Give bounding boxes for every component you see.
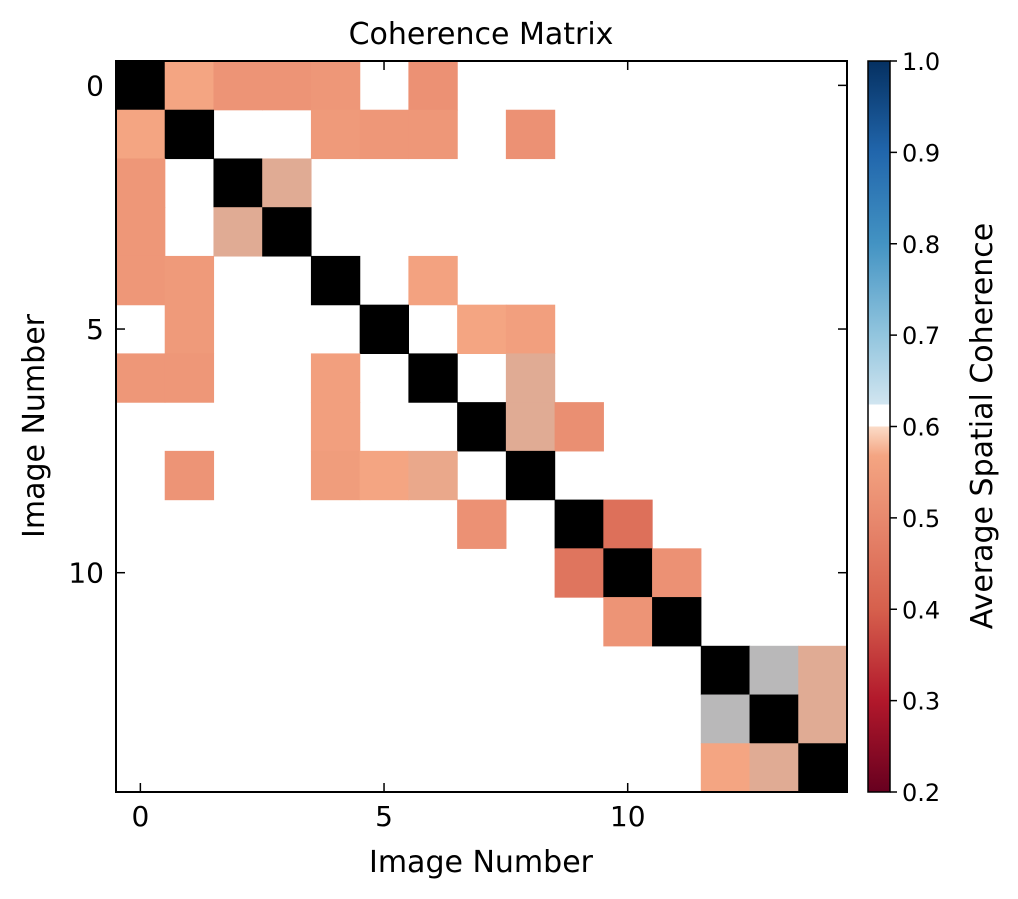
heatmap-cells — [116, 61, 848, 793]
heatmap-cell — [798, 645, 848, 696]
heatmap-cell — [116, 353, 166, 403]
diagonal-cell — [310, 255, 361, 306]
heatmap-cell — [408, 255, 458, 306]
colorbar-tick-label: 0.2 — [902, 779, 940, 807]
heatmap-cell — [700, 694, 751, 744]
x-tick-label: 10 — [610, 800, 646, 833]
heatmap-cell — [505, 353, 556, 403]
diagonal-cell — [457, 402, 507, 452]
heatmap-cell — [554, 548, 604, 598]
colorbar-tick-label: 0.4 — [902, 596, 940, 624]
chart-title: Coherence Matrix — [349, 17, 614, 52]
heatmap-cell — [749, 743, 799, 793]
colorbar-tick-label: 0.7 — [902, 322, 940, 350]
heatmap-cell — [798, 694, 848, 744]
heatmap-cell — [359, 109, 409, 160]
diagonal-cell — [652, 597, 702, 647]
heatmap-cell — [408, 450, 458, 501]
heatmap-cell — [116, 255, 166, 306]
heatmap-cell — [262, 61, 312, 111]
x-axis-ticks: 0 5 10 — [131, 61, 646, 833]
diagonal-cell — [408, 353, 458, 403]
x-tick-label: 0 — [131, 800, 149, 833]
heatmap-cell — [164, 304, 215, 354]
heatmap-cell — [213, 207, 263, 257]
heatmap-cell — [457, 304, 507, 354]
heatmap-cell — [310, 353, 361, 403]
colorbar-tick-label: 0.9 — [902, 139, 940, 167]
y-tick-label: 10 — [68, 557, 104, 590]
heatmap-cell — [164, 255, 215, 306]
heatmap-cell — [652, 548, 702, 598]
heatmap-cell — [164, 450, 215, 501]
diagonal-cell — [505, 450, 556, 501]
diagonal-cell — [749, 694, 799, 744]
diagonal-cell — [700, 645, 751, 696]
heatmap-cell — [408, 109, 458, 160]
diagonal-cell — [213, 158, 263, 208]
heatmap-cell — [457, 499, 507, 549]
heatmap-cell — [213, 61, 263, 111]
y-tick-label: 5 — [86, 313, 104, 346]
heatmap-cell — [603, 499, 653, 549]
colorbar — [867, 60, 891, 793]
heatmap-cell — [603, 597, 653, 647]
y-tick-label: 0 — [86, 69, 104, 102]
heatmap-cell — [505, 109, 556, 160]
diagonal-cell — [359, 304, 409, 354]
y-axis-ticks: 0 5 10 — [68, 69, 847, 590]
diagonal-cell — [603, 548, 653, 598]
colorbar-tick-label: 0.8 — [902, 231, 940, 259]
heatmap-cell — [700, 743, 751, 793]
x-tick-label: 5 — [375, 800, 393, 833]
heatmap-cell — [164, 61, 215, 111]
diagonal-cell — [262, 207, 312, 257]
heatmap-cell — [310, 109, 361, 160]
heatmap-cell — [505, 304, 556, 354]
heatmap-cell — [116, 158, 166, 208]
heatmap-cell — [310, 402, 361, 452]
heatmap-cell — [310, 61, 361, 111]
plot-frame — [115, 60, 848, 793]
colorbar-label: Average Spatial Coherence — [965, 223, 1000, 629]
diagonal-cell — [554, 499, 604, 549]
x-axis-label: Image Number — [369, 845, 594, 880]
colorbar-tick-label: 0.6 — [902, 414, 940, 442]
heatmap-cell — [262, 158, 312, 208]
heatmap-cell — [554, 402, 604, 452]
heatmap-cell — [116, 207, 166, 257]
diagonal-cell — [164, 109, 215, 160]
heatmap-cell — [116, 109, 166, 160]
heatmap-cell — [505, 402, 556, 452]
y-axis-label: Image Number — [17, 313, 52, 538]
colorbar-tick-label: 0.5 — [902, 505, 940, 533]
heatmap-cell — [359, 450, 409, 501]
heatmap-cell — [408, 61, 458, 111]
colorbar-ticks: 0.2 0.3 0.4 0.5 0.6 0.7 0.8 0.9 1.0 — [890, 48, 940, 807]
heatmap-cell — [164, 353, 215, 403]
colorbar-tick-label: 1.0 — [902, 48, 940, 76]
heatmap-cell — [749, 645, 799, 696]
diagonal-cell — [798, 743, 848, 793]
colorbar-tick-label: 0.3 — [902, 688, 940, 716]
heatmap-cell — [310, 450, 361, 501]
